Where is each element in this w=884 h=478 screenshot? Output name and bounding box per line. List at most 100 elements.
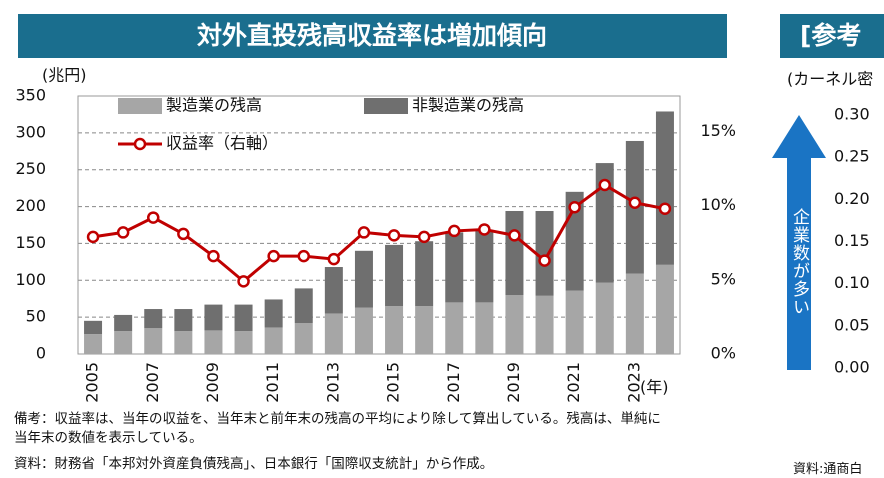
- bar: [475, 302, 494, 354]
- bar: [445, 302, 464, 354]
- bar: [535, 210, 554, 296]
- source: 資料：財務省「本邦対外資産負債残高」、日本銀行「国際収支統計」から作成。: [14, 456, 494, 472]
- y-tick-label: 300: [15, 122, 46, 141]
- bar: [114, 314, 133, 332]
- x-tick-label: 2005: [83, 362, 102, 403]
- marker: [658, 202, 672, 215]
- bar: [595, 282, 614, 354]
- x-tick-label: 2013: [323, 362, 342, 403]
- bar: [234, 304, 253, 332]
- marker: [448, 224, 461, 238]
- y2-tick-label: 15%: [700, 121, 736, 140]
- bar: [385, 306, 404, 354]
- bar: [505, 295, 524, 354]
- y-tick-label: 200: [15, 196, 46, 215]
- marker: [417, 230, 431, 244]
- marker: [237, 275, 250, 288]
- y-tick-label: 350: [15, 86, 46, 105]
- y-tick-label: 250: [15, 159, 46, 178]
- y-tick-label: 0.05: [834, 315, 870, 334]
- x-tick-label: 2015: [384, 362, 403, 403]
- marker: [147, 211, 160, 224]
- bar: [475, 230, 494, 303]
- y-axis-label: (カーネル密: [787, 70, 873, 89]
- marker: [508, 229, 521, 242]
- bar: [415, 241, 434, 307]
- bar: [324, 313, 343, 354]
- y2-tick-label: 10%: [700, 195, 736, 214]
- annotation: 企業数が多い: [789, 208, 810, 316]
- x-tick-label: 2017: [444, 362, 463, 403]
- x-tick-label: 2019: [504, 362, 523, 403]
- bar: [445, 232, 464, 303]
- x-tick-label: 2023: [624, 362, 643, 403]
- bar: [294, 323, 313, 354]
- y-tick-label: 100: [15, 270, 46, 289]
- bar: [535, 295, 554, 354]
- arrow: [772, 115, 826, 370]
- marker: [387, 229, 401, 242]
- y-tick-label: 0.30: [834, 105, 870, 124]
- marker: [177, 227, 190, 241]
- bar: [324, 267, 343, 314]
- y-tick-label: 0: [36, 344, 46, 363]
- y2-tick-label: 0%: [711, 344, 736, 363]
- bar: [505, 210, 524, 296]
- bar: [174, 309, 193, 332]
- bar: [84, 320, 103, 335]
- x-tick-label: 2011: [263, 362, 282, 403]
- bar: [144, 309, 163, 329]
- bar: [174, 331, 193, 354]
- marker: [86, 230, 100, 244]
- marker: [628, 196, 642, 210]
- legend-swatch: [364, 98, 408, 114]
- bar: [204, 304, 223, 331]
- bar: [655, 111, 674, 265]
- chart-title: [参考: [800, 21, 861, 50]
- bar: [264, 327, 283, 354]
- bar: [565, 290, 584, 354]
- bar: [385, 244, 404, 307]
- x-tick-label: 2021: [564, 362, 583, 403]
- bar: [294, 288, 313, 324]
- title-banner: [18, 14, 727, 58]
- bar: [144, 328, 163, 354]
- notes: 備考：収益率は、当年の収益を、当年末と前年末の残高の平均により除して算出している…: [14, 411, 661, 446]
- marker: [116, 226, 130, 239]
- bar: [264, 299, 283, 328]
- bar: [204, 330, 223, 354]
- chart: 対外直投残高収益率は増加傾向 0 50 100 150 200 250 300 350 0% 5% 1…: [15, 14, 884, 403]
- bar: [354, 250, 373, 308]
- y-tick-label: 0.15: [834, 231, 870, 250]
- x-tick-label: 2009: [203, 362, 222, 403]
- bar: [114, 331, 133, 354]
- y-axis-label: (兆円): [42, 66, 87, 85]
- bar: [655, 264, 674, 354]
- title-banner: [780, 14, 884, 58]
- y-tick-label: 50: [26, 307, 46, 326]
- legend-marker: [133, 137, 147, 151]
- y-tick-label: 0.25: [834, 147, 870, 166]
- marker: [538, 254, 551, 267]
- bar: [595, 163, 614, 283]
- marker: [207, 249, 220, 263]
- x-tick-label: 2007: [143, 362, 162, 403]
- x-axis-label: (年): [640, 378, 669, 397]
- marker: [598, 178, 611, 192]
- marker: [297, 249, 310, 263]
- y-tick-label: 0.10: [834, 273, 870, 292]
- y-tick-label: 0.20: [834, 189, 870, 208]
- marker: [568, 200, 581, 214]
- marker: [478, 223, 491, 236]
- bar: [234, 331, 253, 354]
- chart-title: 対外直投残高収益率は増加傾向: [197, 21, 547, 50]
- marker: [357, 226, 371, 239]
- y-tick-label: 150: [15, 233, 46, 252]
- legend-swatch: [118, 98, 162, 114]
- source: 資料:通商白: [793, 462, 863, 477]
- bar: [415, 306, 434, 354]
- legend-label: 製造業の残高: [166, 96, 262, 115]
- bar: [625, 273, 644, 354]
- legend-label: 非製造業の残高: [412, 96, 524, 115]
